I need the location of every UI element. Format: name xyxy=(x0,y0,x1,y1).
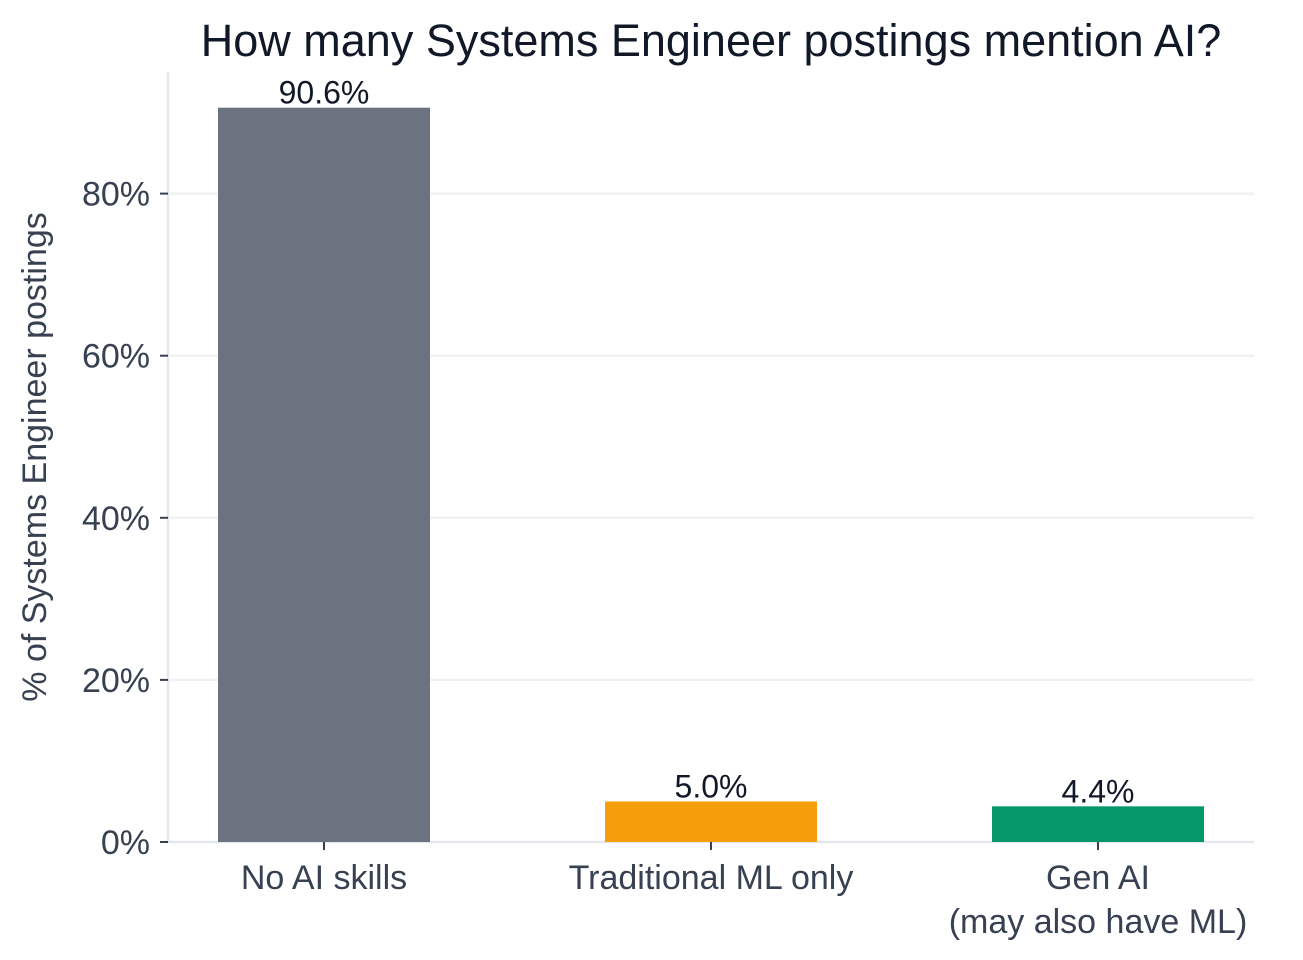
x-axis-ticks: No AI skills Traditional ML only Gen AI (ma… xyxy=(241,842,1247,941)
y-tick-label-20: 20% xyxy=(82,662,150,700)
x-tick-label-2: Gen AI (may also have ML) xyxy=(949,859,1248,941)
y-tick-label-60: 60% xyxy=(82,338,150,376)
x-tick-label-0-line-0: No AI skills xyxy=(241,859,407,897)
bar-1 xyxy=(605,801,817,842)
chart-title: How many Systems Engineer postings menti… xyxy=(201,15,1222,66)
y-tick-label-0: 0% xyxy=(101,824,150,862)
x-tick-label-1: Traditional ML only xyxy=(569,859,854,897)
data-label-2: 4.4% xyxy=(1062,773,1135,809)
x-tick-label-1-line-0: Traditional ML only xyxy=(569,859,854,897)
data-label-0: 90.6% xyxy=(279,75,370,111)
y-tick-label-40: 40% xyxy=(82,500,150,538)
y-tick-label-80: 80% xyxy=(82,176,150,214)
x-tick-label-2-line-1: (may also have ML) xyxy=(949,903,1248,941)
x-tick-label-2-line-0: Gen AI xyxy=(1046,859,1150,897)
data-labels: 90.6% 5.0% 4.4% xyxy=(279,75,1135,810)
bar-2 xyxy=(992,806,1204,842)
bar-0 xyxy=(218,107,430,842)
y-axis-ticks: 0% 20% 40% 60% 80% xyxy=(82,176,168,862)
data-label-1: 5.0% xyxy=(675,768,748,804)
x-tick-label-0: No AI skills xyxy=(241,859,407,897)
bars xyxy=(218,107,1204,842)
y-axis-label: % of Systems Engineer postings xyxy=(16,212,54,701)
